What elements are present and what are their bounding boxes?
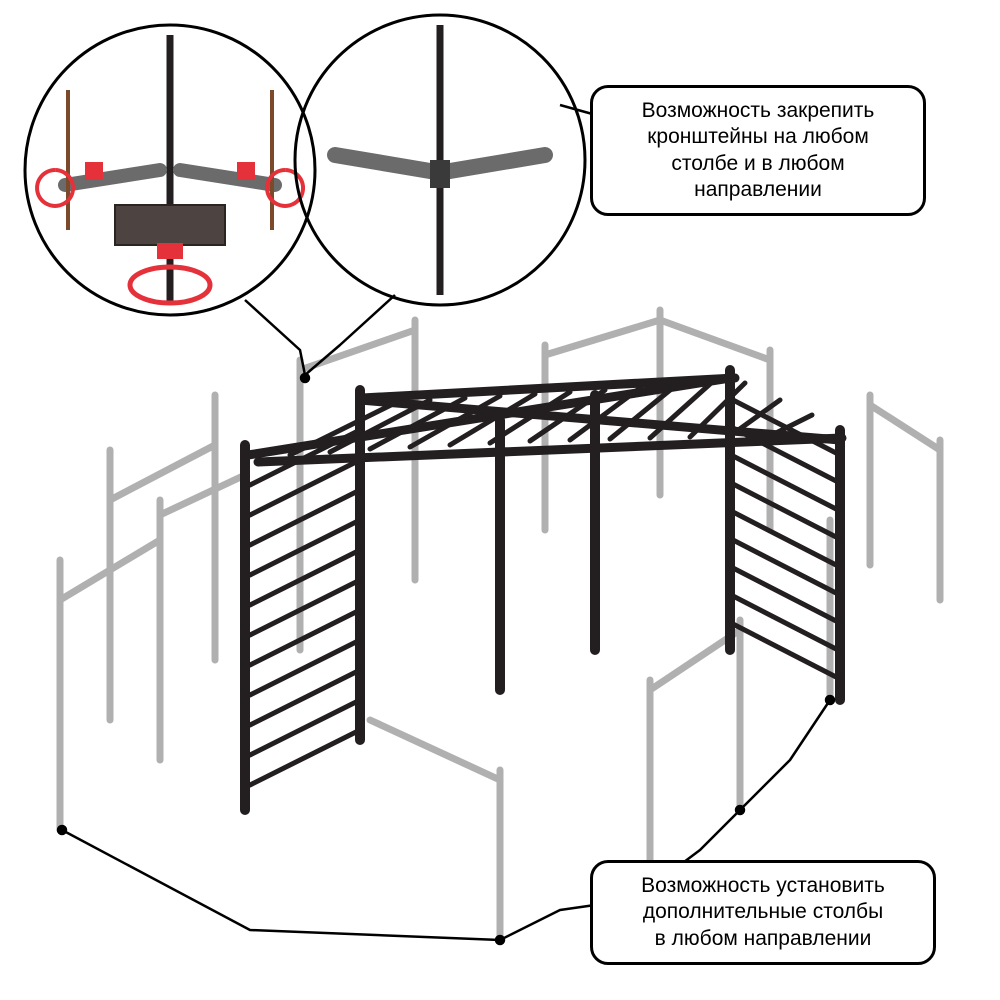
callout-top: Возможность закрепить кронштейны на любо… xyxy=(590,85,926,216)
callout-top-line3: столбе и в любом xyxy=(671,152,844,175)
callout-top-line2: кронштейны на любом xyxy=(647,125,869,148)
callout-bottom-line1: Возможность установить xyxy=(641,874,885,897)
callout-bottom-line3: в любом направлении xyxy=(655,927,872,950)
callout-bottom: Возможность установить дополнительные ст… xyxy=(590,860,936,965)
callout-bottom-line2: дополнительные столбы xyxy=(643,900,883,923)
callout-top-line4: направлении xyxy=(694,178,822,201)
callout-top-line1: Возможность закрепить xyxy=(642,99,875,122)
